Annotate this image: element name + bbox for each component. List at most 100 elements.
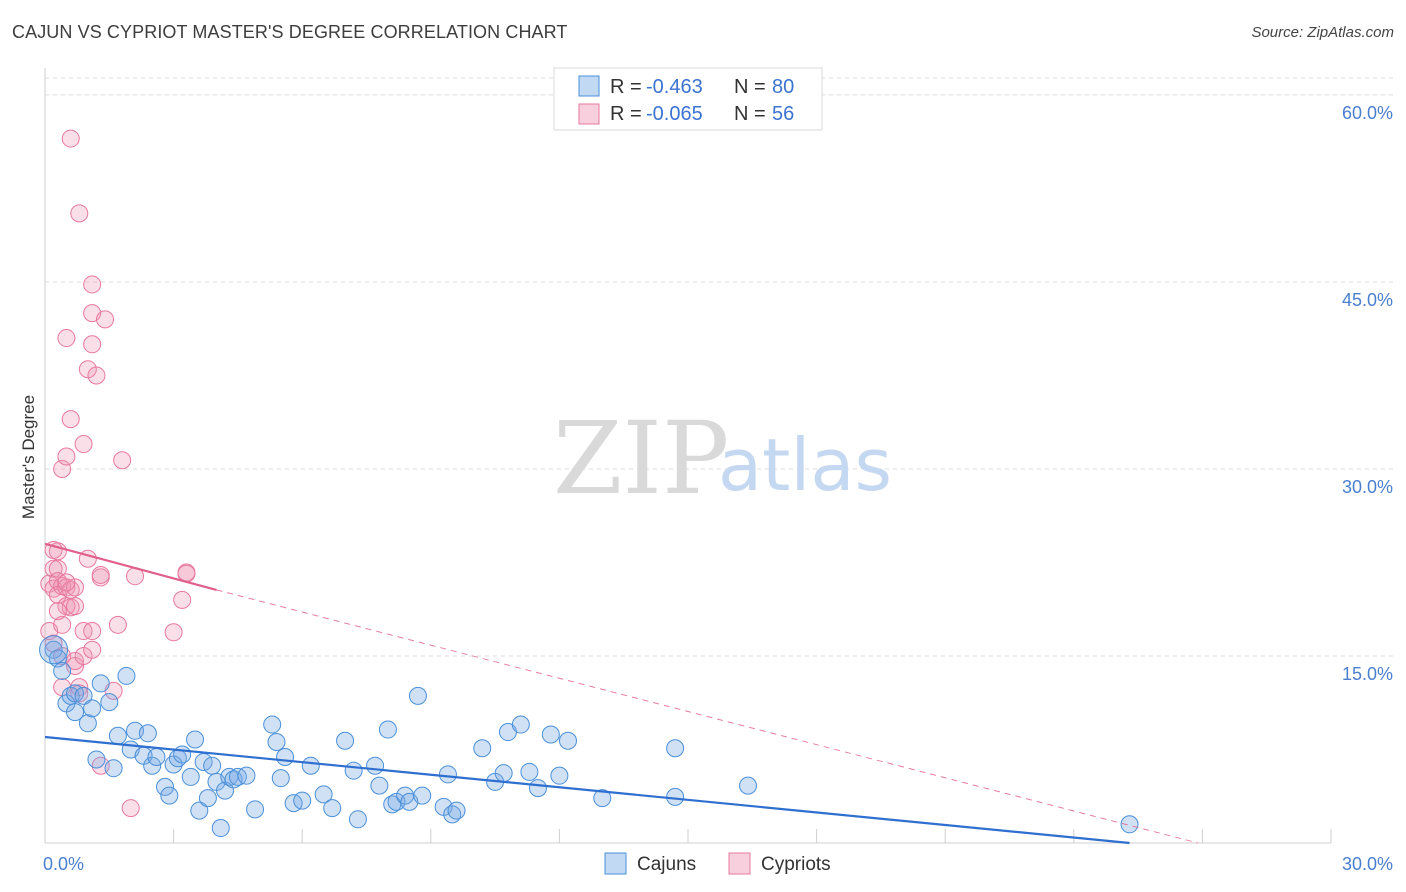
legend-r-label-cajuns: R = [610,76,642,98]
cajuns-point [593,789,612,808]
legend-n-value-cypriots: 56 [772,103,794,125]
cypriots-point [96,310,115,329]
cajuns-point [666,739,685,758]
cypriots-point [66,578,85,597]
cypriots-point [57,447,76,466]
cypriots-points [40,129,196,818]
cypriots-point [48,559,67,578]
bottom-legend-swatch-cajuns [604,852,627,875]
cajuns-point [53,661,72,680]
legend-r-label-cypriots: R = [610,103,642,125]
cypriots-point [57,573,76,592]
y-tick-label: 30.0% [1342,477,1393,497]
cajuns-point [336,731,355,750]
cajuns-point [147,747,166,766]
bottom-legend-label-cajuns: Cajuns [637,854,696,875]
cajuns-point [156,777,175,796]
cypriots-point [83,640,102,659]
cajuns-point [276,747,295,766]
cajuns-point [211,819,230,838]
legend-r-value-cypriots: -0.065 [646,103,703,125]
cajuns-point [263,715,282,734]
cajuns-point [558,731,577,750]
cajuns-point [413,786,432,805]
cajuns-point [473,739,492,758]
cajuns-point [1120,815,1139,834]
cypriots-point [44,634,63,653]
cajuns-point [78,714,97,733]
legend-swatch-cypriots [578,103,600,125]
cypriots-point [83,622,102,641]
correlation-legend: R = -0.463 N = 80 R = -0.065 N = 56 [553,67,823,131]
cajuns-point [91,674,110,693]
cajuns-point [541,725,560,744]
legend-swatch-cajuns [578,75,600,97]
cypriots-point [113,451,132,470]
x-tick-labels: 0.0% 30.0% [43,854,1393,874]
cypriots-point [48,602,67,621]
cypriots-point [61,410,80,429]
y-tick-label: 60.0% [1342,103,1393,123]
cypriots-point [91,565,110,584]
cajuns-point [408,686,427,705]
cypriots-point [74,435,93,454]
x-tick-label: 0.0% [43,854,84,874]
cajuns-point [293,791,312,810]
cajuns-point [370,776,389,795]
chart-title: CAJUN VS CYPRIOT MASTER'S DEGREE CORRELA… [12,22,568,42]
cajuns-point [378,720,397,739]
cajuns-point [739,776,758,795]
cajuns-point [520,762,539,781]
cajuns-point [100,693,119,712]
cajuns-point-large [39,635,69,665]
cajuns-points [39,635,1139,838]
legend-n-label-cajuns: N = [734,76,766,98]
cajuns-point [348,810,367,829]
cajuns-point [438,765,457,784]
cajuns-point [108,726,127,745]
cypriots-point [87,366,106,385]
cajuns-point [301,756,320,775]
cajuns-point [83,699,102,718]
bottom-legend-label-cypriots: Cypriots [761,854,831,875]
bottom-legend-swatch-cypriots [728,852,751,875]
cajuns-point [143,756,162,775]
cypriots-point [57,329,76,348]
cajuns-point [44,640,63,659]
cypriots-trend-line [44,542,217,591]
cajuns-point [494,764,513,783]
legend-r-value-cajuns: -0.463 [646,76,703,98]
cajuns-point [344,761,363,780]
cajuns-point [203,756,222,775]
cajuns-point [117,666,136,685]
cajuns-trend-line [44,735,1130,845]
watermark-zip: ZIP [553,400,729,517]
cajuns-point [447,801,466,820]
cajuns-point [237,766,256,785]
y-tick-label: 45.0% [1342,290,1393,310]
cajuns-point [511,715,530,734]
cajuns-point [271,769,290,788]
x-tick-label: 30.0% [1342,854,1393,874]
cajuns-point [267,733,286,752]
cypriots-point [108,615,127,634]
cypriots-point [66,597,85,616]
cajuns-point [666,787,685,806]
cypriots-point [83,335,102,354]
cypriots-point [83,275,102,294]
cajuns-point [87,750,106,769]
legend-n-value-cajuns: 80 [772,76,794,98]
cajuns-point [528,779,547,798]
trend-lines [44,542,1199,845]
cajuns-point [190,801,209,820]
cajuns-point [246,800,265,819]
cypriots-point [173,590,192,609]
cajuns-point [66,703,85,722]
cypriots-point [61,129,80,148]
cypriots-point [53,615,72,634]
cajuns-point [314,785,333,804]
y-tick-label: 15.0% [1342,664,1393,684]
cajuns-point [366,756,385,775]
watermark-atlas: atlas [718,423,892,507]
